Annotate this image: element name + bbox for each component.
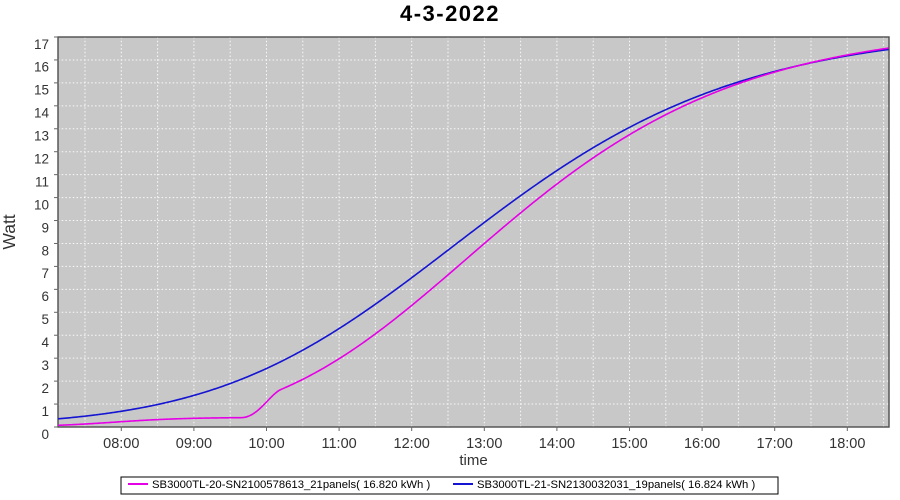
svg-text:11:00: 11:00 [321,436,356,452]
svg-text:0: 0 [41,427,49,442]
svg-text:16: 16 [34,60,49,75]
svg-text:4: 4 [41,335,49,350]
svg-text:18:00: 18:00 [829,436,865,452]
svg-text:15: 15 [34,83,49,98]
svg-text:4-3-2022: 4-3-2022 [400,1,500,26]
svg-text:1: 1 [41,404,49,419]
svg-text:17:00: 17:00 [757,436,793,452]
svg-text:3: 3 [41,358,49,373]
svg-text:09:00: 09:00 [176,436,212,452]
svg-text:13:00: 13:00 [466,436,502,452]
svg-text:9: 9 [41,220,49,235]
svg-text:14: 14 [34,106,50,121]
svg-text:SB3000TL-21-SN2130032031_19pan: SB3000TL-21-SN2130032031_19panels( 16.82… [477,479,755,491]
svg-text:15:00: 15:00 [611,436,647,452]
svg-text:7: 7 [41,266,49,281]
svg-text:14:00: 14:00 [539,436,575,452]
svg-text:12:00: 12:00 [394,436,430,452]
svg-text:5: 5 [41,312,49,327]
svg-text:8: 8 [41,243,49,258]
svg-text:13: 13 [34,129,49,144]
svg-text:SB3000TL-20-SN2100578613_21pan: SB3000TL-20-SN2100578613_21panels( 16.82… [152,479,430,491]
svg-text:08:00: 08:00 [103,436,139,452]
svg-text:Watt: Watt [0,214,19,249]
svg-text:10:00: 10:00 [248,436,284,452]
svg-text:time: time [459,452,487,469]
svg-text:16:00: 16:00 [684,436,720,452]
svg-text:12: 12 [34,152,49,167]
svg-text:11: 11 [35,174,49,189]
svg-text:2: 2 [41,381,49,396]
svg-text:10: 10 [34,197,49,212]
svg-text:17: 17 [34,37,49,52]
svg-text:6: 6 [41,289,49,304]
